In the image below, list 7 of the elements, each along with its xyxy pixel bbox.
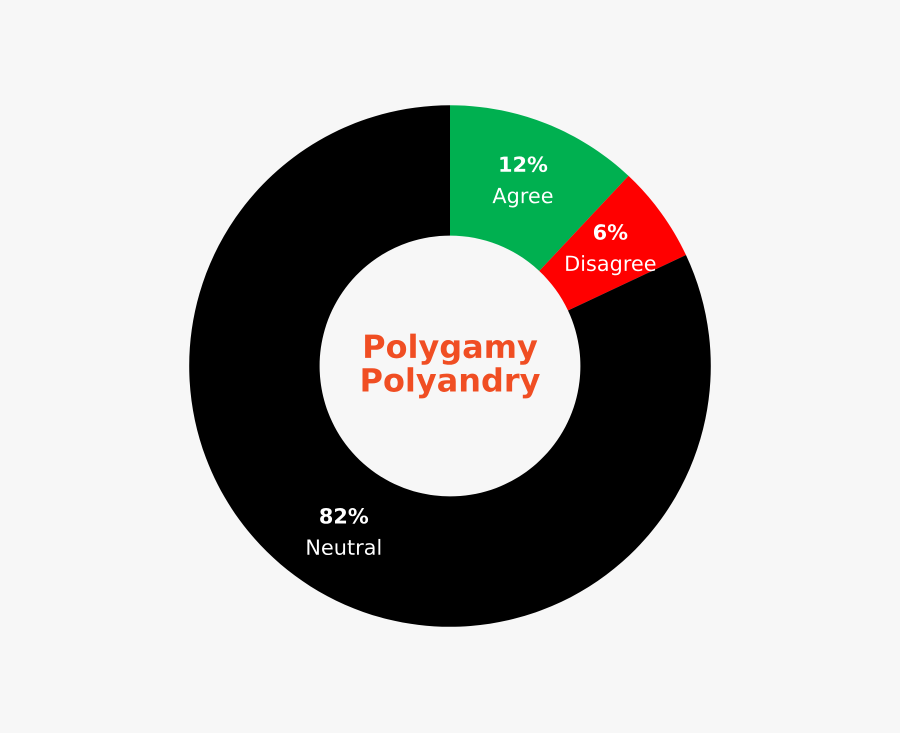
data-label: 12%	[500, 156, 548, 172]
slice-label: Neutral	[307, 538, 380, 556]
text: Polygamy Polyandry	[362, 334, 540, 398]
slice-label: Disagree	[566, 255, 656, 276]
data-label: 82%	[320, 508, 368, 524]
data-label: 6%	[594, 224, 628, 240]
slice-label: Agree	[492, 188, 552, 208]
